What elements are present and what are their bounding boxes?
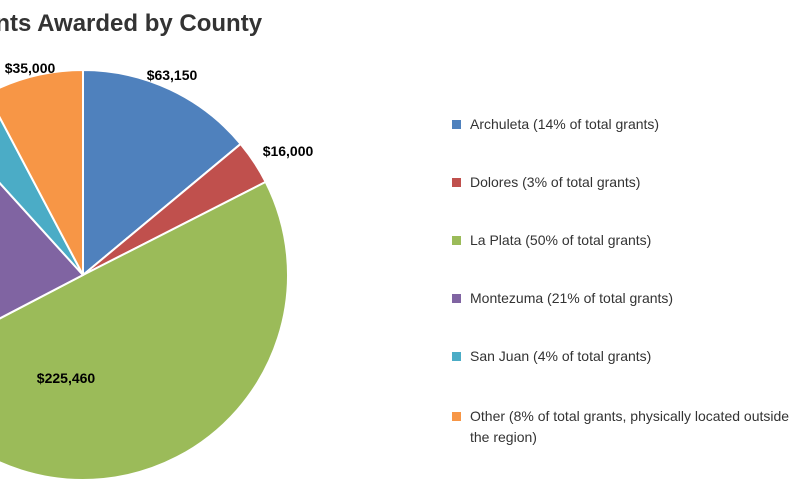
- legend-label: Other (8% of total grants, physically lo…: [470, 408, 790, 445]
- legend-swatch: [452, 294, 461, 303]
- legend-swatch: [452, 236, 461, 245]
- data-label: $16,000: [263, 143, 314, 159]
- legend-label: Dolores (3% of total grants): [470, 174, 641, 190]
- pie-slice: [0, 181, 85, 320]
- legend-label: San Juan (4% of total grants): [470, 348, 652, 364]
- chart-title: Grants Awarded by County: [0, 10, 263, 37]
- legend-label: Montezuma (21% of total grants): [470, 290, 674, 306]
- data-label: $35,000: [5, 60, 56, 76]
- data-label: $225,460: [37, 370, 96, 386]
- pie-slice: [0, 68, 84, 276]
- pie-slice: [0, 180, 290, 482]
- legend-swatch: [452, 352, 461, 361]
- legend-label: Archuleta (14% of total grants): [470, 116, 660, 132]
- legend-swatch: [452, 412, 461, 421]
- data-label: $63,150: [147, 67, 198, 83]
- legend-label: La Plata (50% of total grants): [470, 232, 652, 248]
- pie-slice: [82, 68, 243, 278]
- legend-swatch: [452, 178, 461, 187]
- legend-swatch: [452, 120, 461, 129]
